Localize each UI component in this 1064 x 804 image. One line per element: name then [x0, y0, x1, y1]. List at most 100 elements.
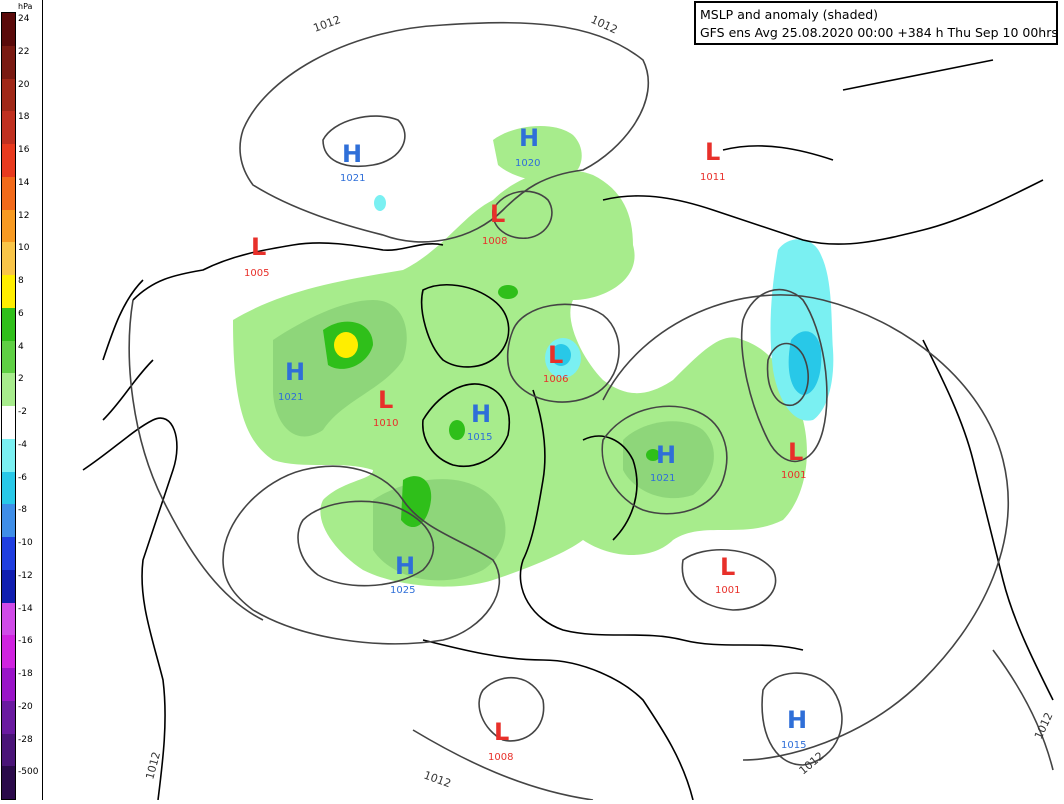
pressure-center-low: L 1001	[715, 553, 740, 596]
isobar-label: 1012	[797, 749, 827, 777]
colorbar-swatch	[2, 144, 15, 177]
coastline-europe	[519, 389, 804, 651]
pressure-center-letter: H	[519, 124, 539, 152]
pressure-center-value: 1020	[515, 158, 540, 169]
pressure-center-letter: H	[656, 441, 676, 469]
pressure-center-value: 1015	[467, 432, 492, 443]
pressure-center-letter: L	[490, 200, 505, 228]
colorbar-label: 2	[18, 374, 24, 385]
pressure-center-letter: H	[471, 400, 491, 428]
colorbar-label: 8	[18, 276, 24, 286]
isobar-1016-high	[322, 115, 406, 167]
pressure-center-value: 1001	[781, 470, 806, 481]
pressure-center-value: 1011	[700, 172, 725, 183]
isobar-label: 1012	[589, 13, 620, 37]
isobar-west-loop	[128, 299, 264, 621]
isobar-label: 1012	[1032, 710, 1056, 741]
colorbar-swatches	[1, 12, 16, 800]
colorbar-swatch	[2, 275, 15, 308]
coastlines	[82, 59, 1054, 801]
pressure-center-letter: L	[788, 438, 803, 466]
colorbar-label: 12	[18, 210, 30, 221]
colorbar-label: -4	[18, 439, 27, 450]
pressure-center-low: L 1008	[482, 200, 507, 247]
anomaly-positive-max	[334, 332, 358, 358]
pressure-center-value: 1025	[390, 585, 415, 596]
pressure-center-value: 1006	[543, 374, 568, 385]
colorbar-swatch	[2, 111, 15, 144]
pressure-center-value: 1021	[650, 473, 675, 484]
colorbar-swatch	[2, 569, 15, 603]
colorbar-label: -10	[18, 538, 33, 548]
coastline-asia-east	[922, 339, 1054, 701]
anomaly-positive-mid-3	[623, 421, 714, 499]
colorbar-label: 16	[18, 145, 30, 155]
isobar-label: 1012	[312, 13, 343, 35]
pressure-center-value: 1008	[488, 752, 513, 763]
map-title: MSLP and anomaly (shaded)	[700, 7, 879, 22]
colorbar-swatch	[2, 373, 15, 406]
colorbar-label: 14	[18, 177, 30, 188]
colorbar-label: 24	[18, 14, 30, 24]
isobar-low-med	[681, 548, 777, 611]
pressure-center-low: L 1010	[373, 386, 398, 429]
isobar-high-north-east	[492, 190, 553, 239]
colorbar-swatch	[2, 700, 15, 734]
isobar-1012-atlantic	[222, 465, 501, 645]
map-title-box: MSLP and anomaly (shaded) GFS ens Avg 25…	[694, 1, 1058, 45]
isobar-low-scandinavia	[506, 303, 620, 403]
colorbar-label: 4	[18, 341, 24, 352]
pressure-center-low: L 1005	[244, 233, 269, 279]
colorbar-swatch	[2, 438, 15, 472]
colorbar-swatch	[2, 176, 15, 210]
colorbar-swatch	[2, 668, 15, 701]
anomaly-positive-strong-2	[401, 476, 432, 528]
colorbar-label: 20	[18, 79, 30, 90]
colorbar-swatch	[2, 209, 15, 243]
colorbar-swatch	[2, 307, 15, 341]
pressure-center-high: H 1021	[278, 358, 305, 403]
colorbar-label: -20	[18, 701, 33, 712]
colorbar-swatch	[2, 45, 15, 79]
pressure-center-high: H 1021	[340, 140, 365, 184]
colorbar-swatch	[2, 766, 15, 799]
colorbar-swatch	[2, 471, 15, 505]
isobar-south-border	[412, 649, 1054, 801]
isobar-1020-atlantic	[297, 500, 435, 587]
pressure-center-low: L 1001	[781, 438, 806, 481]
isobar-high-south	[761, 672, 843, 766]
isobar-1016-eurasia	[601, 405, 728, 515]
pressure-center-value: 1001	[715, 585, 740, 596]
anomaly-negative	[374, 195, 834, 421]
coastline-north-america	[82, 242, 444, 801]
anomaly-negative-small	[374, 195, 386, 211]
colorbar-label: -8	[18, 505, 27, 516]
colorbar-swatch	[2, 504, 15, 537]
pressure-center-letter: L	[548, 341, 563, 369]
anomaly-positive-small-3	[646, 449, 660, 461]
colorbar-label: -2	[18, 407, 27, 417]
pressure-center-high: H 1015	[467, 400, 492, 443]
pressure-center-high: H 1021	[650, 441, 676, 484]
pressure-center-letter: L	[251, 233, 266, 261]
colorbar-label: 6	[18, 308, 24, 319]
pressure-center-letter: H	[787, 706, 807, 734]
anomaly-positive-small	[498, 285, 518, 299]
colorbar-unit: hPa	[18, 2, 33, 11]
colorbar-label: 18	[18, 112, 30, 123]
pressure-center-letter: H	[285, 358, 305, 386]
coastline-greenland	[422, 383, 510, 467]
colorbar-swatch	[2, 635, 15, 668]
pressure-center-high: H 1020	[515, 124, 540, 169]
pressure-center-letter: H	[395, 552, 415, 580]
isobar-1012-north	[239, 21, 649, 243]
pressure-center-value: 1005	[244, 268, 269, 279]
pressure-center-value: 1015	[781, 740, 806, 751]
anomaly-positive-small-2	[449, 420, 465, 440]
anomaly-negative-scandinavia-core	[551, 344, 571, 366]
pressure-center-low: L 1006	[543, 341, 568, 385]
pressure-center-high: H 1015	[781, 706, 807, 751]
isobars	[128, 21, 1054, 801]
colorbar-legend: hPa 24 22 20 18 16 14 12 10 8 6 4 2 -2 -4 -6 -8 -10 -12 -1…	[0, 0, 43, 800]
